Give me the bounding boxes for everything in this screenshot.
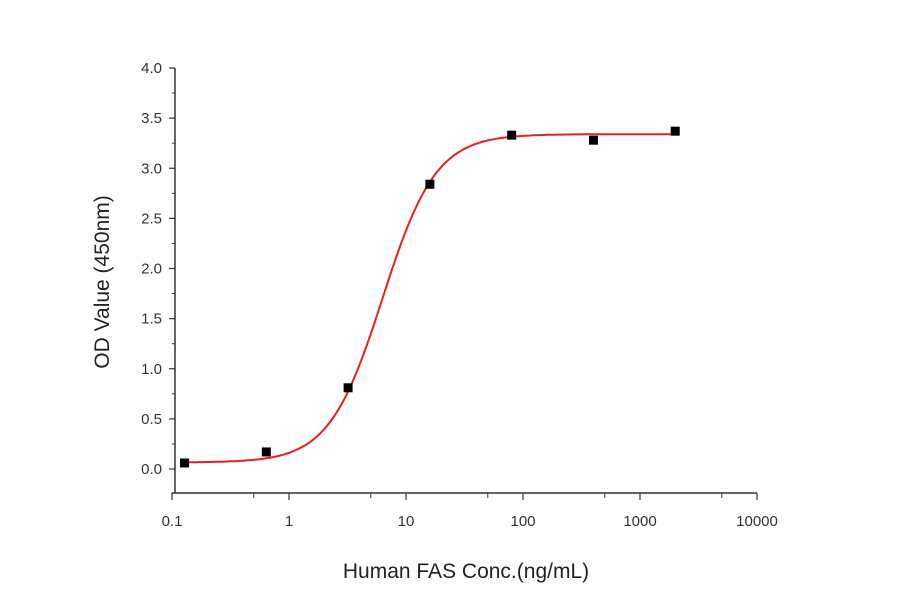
x-tick-label: 1: [285, 513, 293, 530]
x-tick-label: 1000: [623, 513, 656, 530]
y-tick-label: 4.0: [141, 60, 162, 77]
x-tick-label: 10: [398, 513, 415, 530]
y-tick-label: 1.5: [141, 311, 162, 328]
data-points: [180, 126, 680, 468]
y-tick-label: 0.0: [141, 461, 162, 478]
y-tick-label: 2.5: [141, 210, 162, 227]
y-tick-label: 2.0: [141, 261, 162, 278]
y-tick-label: 0.5: [141, 411, 162, 428]
axes: 0.0 0.5 1.0 1.5 2.0 2.5 3.0 3.5 4.0 0.1 1 10 100 1000…: [141, 60, 778, 530]
y-tick-label: 3.5: [141, 110, 162, 127]
data-point: [343, 383, 353, 393]
data-point: [180, 458, 190, 468]
x-tick-label: 10000: [736, 513, 778, 530]
data-point: [425, 179, 435, 189]
x-tick-label: 0.1: [162, 513, 183, 530]
data-point: [261, 447, 271, 457]
x-tick-label: 100: [510, 513, 535, 530]
y-tick-label: 1.0: [141, 361, 162, 378]
y-tick-label: 3.0: [141, 160, 162, 177]
x-axis-title: Human FAS Conc.(ng/mL): [343, 560, 589, 583]
data-point: [670, 126, 680, 136]
data-point: [507, 130, 517, 140]
y-axis-title: OD Value (450nm): [91, 195, 114, 369]
data-point: [588, 135, 598, 145]
